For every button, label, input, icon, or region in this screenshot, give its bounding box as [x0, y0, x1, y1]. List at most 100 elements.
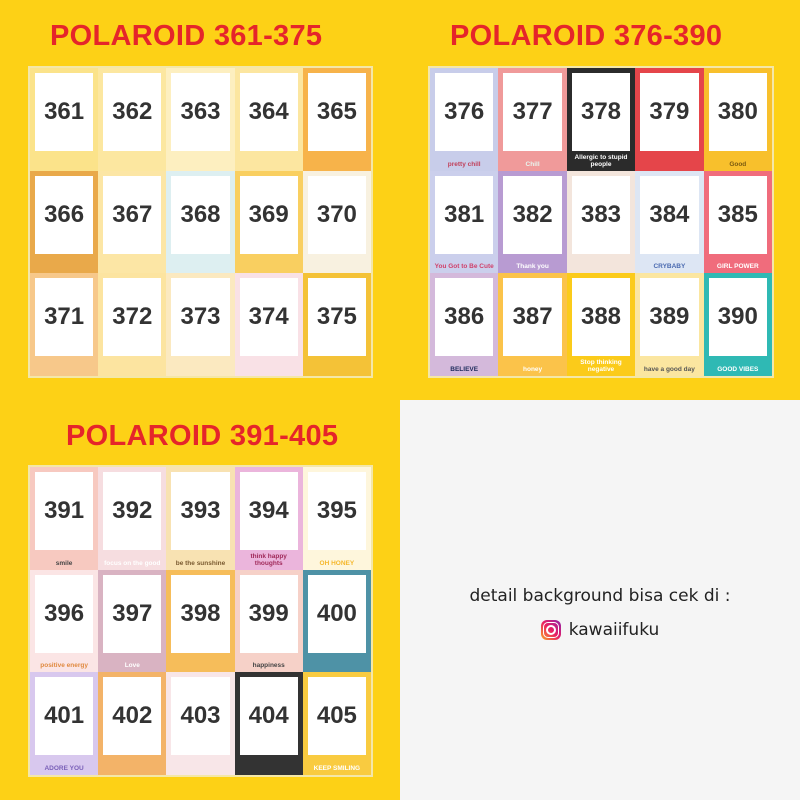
- polaroid-caption: happiness: [252, 662, 285, 670]
- polaroid-caption: Love: [124, 662, 140, 670]
- polaroid-card-372[interactable]: 372: [98, 273, 167, 376]
- grid-376-390: 376 pretty chill 377 Chill 378 Allergic to st…: [428, 66, 774, 378]
- polaroid-card-382[interactable]: 382 Thank you: [498, 170, 567, 274]
- polaroid-number: 371: [35, 278, 94, 357]
- polaroid-caption: BELIEVE: [450, 365, 479, 373]
- polaroid-number: 384: [640, 175, 699, 254]
- polaroid-card-361[interactable]: 361: [30, 68, 99, 171]
- polaroid-card-362[interactable]: 362: [98, 68, 167, 171]
- polaroid-card-370[interactable]: 370: [302, 170, 371, 274]
- polaroid-number: 395: [307, 472, 366, 551]
- instagram-icon: [540, 620, 561, 640]
- polaroid-caption: Stop thinking negative: [580, 358, 622, 373]
- polaroid-number: 373: [171, 278, 230, 357]
- polaroid-number: 390: [708, 278, 767, 357]
- detail-text: detail background bisa cek di :: [469, 586, 731, 606]
- grid-391-405: 391 smile 392 focus on the good 393 be the su…: [28, 465, 373, 777]
- polaroid-card-377[interactable]: 377 Chill: [498, 68, 567, 171]
- polaroid-card-388[interactable]: 388 Stop thinking negative: [566, 273, 636, 376]
- polaroid-number: 393: [171, 472, 230, 551]
- polaroid-caption: honey: [523, 365, 543, 373]
- section-title-361-375: POLAROID 361-375: [50, 20, 323, 52]
- polaroid-card-375[interactable]: 375: [302, 273, 371, 376]
- polaroid-card-384[interactable]: 384 CRYBABY: [635, 170, 704, 274]
- polaroid-card-373[interactable]: 373: [166, 273, 235, 376]
- polaroid-card-402[interactable]: 402: [98, 672, 167, 775]
- polaroid-number: 401: [35, 677, 94, 756]
- polaroid-caption: KEEP SMILING: [313, 764, 361, 772]
- polaroid-number: 383: [571, 175, 631, 254]
- polaroid-number: 397: [103, 574, 162, 653]
- polaroid-card-395[interactable]: 395 OH HONEY: [302, 467, 371, 570]
- polaroid-card-397[interactable]: 397 Love: [98, 569, 167, 673]
- polaroid-caption: be the sunshine: [175, 559, 226, 567]
- polaroid-number: 389: [640, 278, 699, 357]
- polaroid-number: 381: [435, 175, 494, 254]
- polaroid-card-376[interactable]: 376 pretty chill: [430, 68, 499, 171]
- polaroid-number: 392: [103, 472, 162, 551]
- polaroid-card-366[interactable]: 366: [30, 170, 99, 274]
- polaroid-card-400[interactable]: 400: [302, 569, 371, 673]
- polaroid-number: 369: [239, 175, 298, 254]
- polaroid-number: 367: [103, 175, 162, 254]
- polaroid-card-383[interactable]: 383: [566, 170, 636, 274]
- polaroid-caption: OH HONEY: [319, 559, 355, 567]
- polaroid-card-365[interactable]: 365: [302, 68, 371, 171]
- polaroid-card-380[interactable]: 380 Good: [703, 68, 772, 171]
- polaroid-card-404[interactable]: 404: [234, 672, 303, 775]
- polaroid-number: 370: [307, 175, 366, 254]
- polaroid-caption: pretty chill: [447, 160, 481, 168]
- polaroid-caption: think happy thoughts: [250, 552, 287, 567]
- polaroid-caption: GIRL POWER: [716, 263, 759, 271]
- polaroid-number: 378: [571, 73, 631, 152]
- polaroid-caption: smile: [55, 559, 73, 567]
- polaroid-card-392[interactable]: 392 focus on the good: [98, 467, 167, 570]
- instagram-handle: kawaiifuku: [568, 620, 660, 640]
- polaroid-number: 399: [239, 574, 298, 653]
- polaroid-card-405[interactable]: 405 KEEP SMILING: [302, 672, 371, 775]
- polaroid-card-379[interactable]: 379: [635, 68, 704, 171]
- polaroid-card-381[interactable]: 381 You Got to Be Cute: [430, 170, 499, 274]
- polaroid-card-399[interactable]: 399 happiness: [234, 569, 303, 673]
- polaroid-card-401[interactable]: 401 ADORE YOU: [30, 672, 99, 775]
- polaroid-number: 382: [503, 175, 562, 254]
- polaroid-number: 400: [307, 574, 366, 653]
- polaroid-card-367[interactable]: 367: [98, 170, 167, 274]
- polaroid-number: 362: [103, 73, 162, 152]
- instagram-link[interactable]: kawaiifuku: [400, 620, 800, 640]
- polaroid-caption: CRYBABY: [653, 263, 686, 271]
- polaroid-number: 374: [239, 278, 298, 357]
- polaroid-card-371[interactable]: 371: [30, 273, 99, 376]
- info-panel: detail background bisa cek di : kawaiifu…: [400, 400, 800, 800]
- polaroid-card-386[interactable]: 386 BELIEVE: [430, 273, 499, 376]
- polaroid-number: 379: [640, 73, 699, 152]
- polaroid-card-398[interactable]: 398: [166, 569, 235, 673]
- polaroid-caption: You Got to Be Cute: [434, 263, 494, 271]
- polaroid-card-369[interactable]: 369: [234, 170, 303, 274]
- polaroid-number: 388: [571, 278, 631, 357]
- polaroid-card-403[interactable]: 403: [166, 672, 235, 775]
- polaroid-number: 364: [239, 73, 298, 152]
- polaroid-card-393[interactable]: 393 be the sunshine: [166, 467, 235, 570]
- polaroid-number: 404: [239, 677, 298, 756]
- polaroid-card-364[interactable]: 364: [234, 68, 303, 171]
- polaroid-card-363[interactable]: 363: [166, 68, 235, 171]
- polaroid-number: 403: [171, 677, 230, 756]
- polaroid-number: 386: [435, 278, 494, 357]
- polaroid-card-368[interactable]: 368: [166, 170, 235, 274]
- section-title-391-405: POLAROID 391-405: [66, 420, 339, 452]
- polaroid-card-378[interactable]: 378 Allergic to stupid people: [566, 68, 636, 171]
- polaroid-number: 377: [503, 73, 562, 152]
- polaroid-card-390[interactable]: 390 GOOD VIBES: [703, 273, 772, 376]
- polaroid-card-391[interactable]: 391 smile: [30, 467, 99, 570]
- polaroid-card-396[interactable]: 396 positive energy: [30, 569, 99, 673]
- polaroid-card-387[interactable]: 387 honey: [498, 273, 567, 376]
- polaroid-card-385[interactable]: 385 GIRL POWER: [703, 170, 772, 274]
- polaroid-card-394[interactable]: 394 think happy thoughts: [234, 467, 303, 570]
- polaroid-card-389[interactable]: 389 have a good day: [635, 273, 704, 376]
- polaroid-card-374[interactable]: 374: [234, 273, 303, 376]
- polaroid-number: 376: [435, 73, 494, 152]
- polaroid-caption: positive energy: [40, 662, 88, 670]
- polaroid-number: 380: [708, 73, 767, 152]
- polaroid-number: 365: [307, 73, 366, 152]
